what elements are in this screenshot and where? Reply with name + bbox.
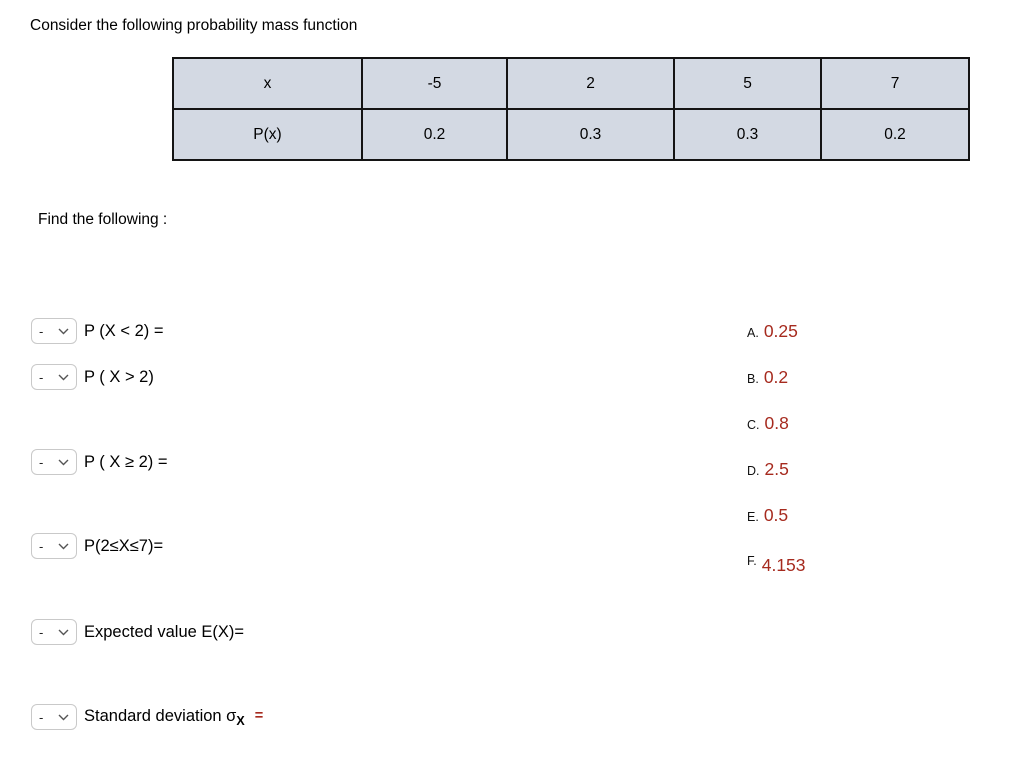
option-D: D. 2.5 [747, 459, 789, 480]
option-letter: E. [747, 510, 759, 524]
pmf-p-value: 0.3 [673, 108, 822, 161]
pmf-p-value: 0.2 [820, 108, 970, 161]
option-C: C. 0.8 [747, 413, 789, 434]
chevron-down-icon [58, 629, 69, 636]
sigma-subscript: X [236, 713, 245, 728]
chevron-down-icon [58, 374, 69, 381]
chevron-down-icon [58, 714, 69, 721]
option-letter: B. [747, 372, 759, 386]
option-value: 0.2 [763, 367, 789, 387]
question-label: P ( X ≥ 2) = [84, 452, 168, 471]
pmf-x-value: 5 [673, 57, 822, 110]
pmf-x-value: 2 [506, 57, 675, 110]
question-label: P ( X > 2) [84, 367, 154, 386]
answer-dropdown-q4[interactable]: - [31, 533, 77, 559]
red-equals-sign: = [254, 707, 264, 724]
dropdown-selected-value: - [39, 323, 44, 339]
chevron-down-icon [58, 328, 69, 335]
question-label: Standard deviation σX = [84, 706, 264, 728]
question-row-1: - P (X < 2) = [31, 318, 164, 344]
question-row-3: - P ( X ≥ 2) = [31, 449, 168, 475]
option-letter: C. [747, 418, 760, 432]
find-instruction: Find the following : [38, 211, 168, 228]
option-E: E. 0.5 [747, 505, 788, 526]
pmf-header-p: P(x) [172, 108, 363, 161]
option-letter: D. [747, 464, 760, 478]
question-label: P(2≤X≤7)= [84, 536, 164, 555]
question-prompt: Consider the following probability mass … [30, 17, 358, 34]
pmf-header-x: x [172, 57, 363, 110]
pmf-row-x: x -5 2 5 7 [172, 57, 970, 110]
answer-dropdown-q1[interactable]: - [31, 318, 77, 344]
pmf-table: x -5 2 5 7 P(x) 0.2 0.3 0.3 0.2 [172, 57, 970, 161]
option-A: A. 0.25 [747, 321, 798, 342]
question-row-2: - P ( X > 2) [31, 364, 154, 390]
dropdown-selected-value: - [39, 454, 44, 470]
dropdown-selected-value: - [39, 369, 44, 385]
answer-dropdown-q3[interactable]: - [31, 449, 77, 475]
question-label: Expected value E(X)= [84, 622, 245, 641]
answer-dropdown-q2[interactable]: - [31, 364, 77, 390]
option-F: F. 4.153 [747, 549, 806, 575]
option-B: B. 0.2 [747, 367, 788, 388]
answer-dropdown-q5[interactable]: - [31, 619, 77, 645]
option-value: 0.8 [764, 413, 789, 433]
option-value: 4.153 [761, 555, 806, 575]
question-row-4: - P(2≤X≤7)= [31, 533, 163, 559]
option-letter: F. [747, 554, 757, 568]
pmf-p-value: 0.3 [506, 108, 675, 161]
chevron-down-icon [58, 459, 69, 466]
pmf-x-value: -5 [361, 57, 508, 110]
option-value: 2.5 [764, 459, 789, 479]
dropdown-selected-value: - [39, 624, 44, 640]
option-letter: A. [747, 326, 759, 340]
option-value: 0.25 [763, 321, 798, 341]
question-row-5: - Expected value E(X)= [31, 619, 244, 645]
dropdown-selected-value: - [39, 538, 44, 554]
pmf-row-p: P(x) 0.2 0.3 0.3 0.2 [172, 108, 970, 161]
answer-dropdown-q6[interactable]: - [31, 704, 77, 730]
question-row-6: - Standard deviation σX = [31, 704, 263, 730]
question-label: P (X < 2) = [84, 321, 164, 340]
dropdown-selected-value: - [39, 709, 44, 725]
pmf-p-value: 0.2 [361, 108, 508, 161]
chevron-down-icon [58, 543, 69, 550]
pmf-x-value: 7 [820, 57, 970, 110]
option-value: 0.5 [763, 505, 789, 525]
